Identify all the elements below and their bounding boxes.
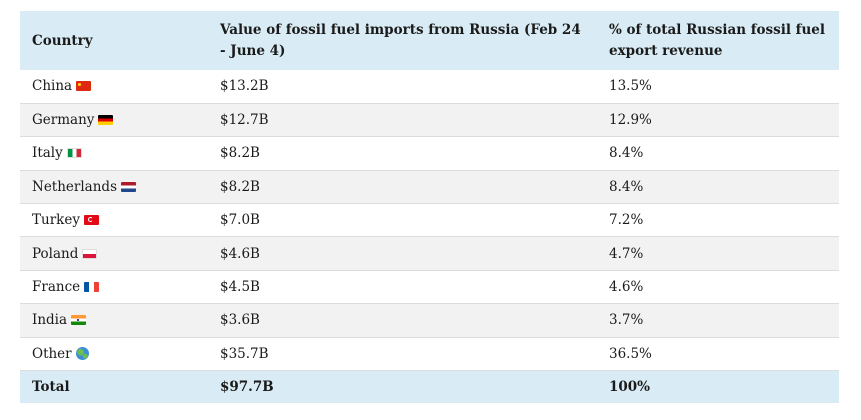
value-cell: $7.0B (220, 212, 260, 229)
value-cell: $12.7B (220, 112, 269, 129)
percent-cell: 13.5% (609, 78, 652, 95)
country-cell: Poland (20, 237, 208, 270)
country-label: Other (32, 345, 72, 362)
table-row: Italy $8.2B 8.4% (20, 136, 839, 171)
country-label: India (32, 312, 68, 329)
total-row: Total $97.7B 100% (20, 370, 839, 403)
value-cell: $35.7B (220, 345, 269, 362)
total-percent: 100% (609, 378, 651, 395)
table-row: Poland $4.6B 4.7% (20, 236, 839, 271)
value-cell: $8.2B (220, 178, 260, 195)
country-label: Germany (32, 112, 95, 129)
percent-cell: 3.7% (609, 312, 644, 329)
total-label: Total (32, 378, 70, 395)
country-cell: Other (20, 337, 208, 370)
table-header-row: Country Value of fossil fuel imports fro… (20, 11, 839, 70)
header-percent: % of total Russian fossil fuel export re… (609, 22, 826, 59)
value-cell: $13.2B (220, 78, 269, 95)
country-label: France (32, 279, 81, 296)
country-cell: France (20, 270, 208, 303)
france-flag-icon (84, 282, 100, 293)
country-cell: Germany (20, 103, 208, 136)
country-label: Italy (32, 145, 63, 162)
table-row: Other $35.7B 36.5% (20, 337, 839, 371)
percent-cell: 4.6% (609, 279, 644, 296)
header-country: Country (32, 32, 93, 49)
header-value: Value of fossil fuel imports from Russia… (220, 22, 581, 59)
country-cell: China (20, 70, 208, 103)
fossil-fuel-imports-table: Country Value of fossil fuel imports fro… (20, 11, 839, 403)
country-cell: Italy (20, 137, 208, 170)
italy-flag-icon (66, 148, 82, 159)
percent-cell: 12.9% (609, 112, 652, 129)
country-cell: Turkey (20, 204, 208, 237)
percent-cell: 4.7% (609, 245, 644, 262)
table-row: India $3.6B 3.7% (20, 303, 839, 338)
china-flag-icon (76, 81, 92, 92)
value-cell: $4.5B (220, 279, 260, 296)
globe-icon (75, 346, 89, 360)
country-cell: India (20, 304, 208, 337)
table-row: Turkey $7.0B 7.2% (20, 203, 839, 237)
percent-cell: 8.4% (609, 145, 644, 162)
percent-cell: 8.4% (609, 178, 644, 195)
country-label: Netherlands (32, 178, 117, 195)
netherlands-flag-icon (121, 181, 136, 192)
percent-cell: 7.2% (609, 212, 644, 229)
table-row: Germany $12.7B 12.9% (20, 103, 839, 137)
country-label: Turkey (32, 212, 80, 229)
percent-cell: 36.5% (609, 345, 652, 362)
table-row: Netherlands $8.2B 8.4% (20, 170, 839, 204)
value-cell: $4.6B (220, 245, 260, 262)
table-row: France $4.5B 4.6% (20, 270, 839, 304)
india-flag-icon (71, 315, 87, 326)
germany-flag-icon (98, 115, 114, 126)
country-label: Poland (32, 245, 79, 262)
country-label: China (32, 78, 73, 95)
poland-flag-icon (82, 248, 98, 259)
total-value: $97.7B (220, 378, 274, 395)
value-cell: $3.6B (220, 312, 260, 329)
value-cell: $8.2B (220, 145, 260, 162)
turkey-flag-icon (83, 215, 99, 226)
table-row: China $13.2B 13.5% (20, 70, 839, 104)
country-cell: Netherlands (20, 170, 208, 203)
